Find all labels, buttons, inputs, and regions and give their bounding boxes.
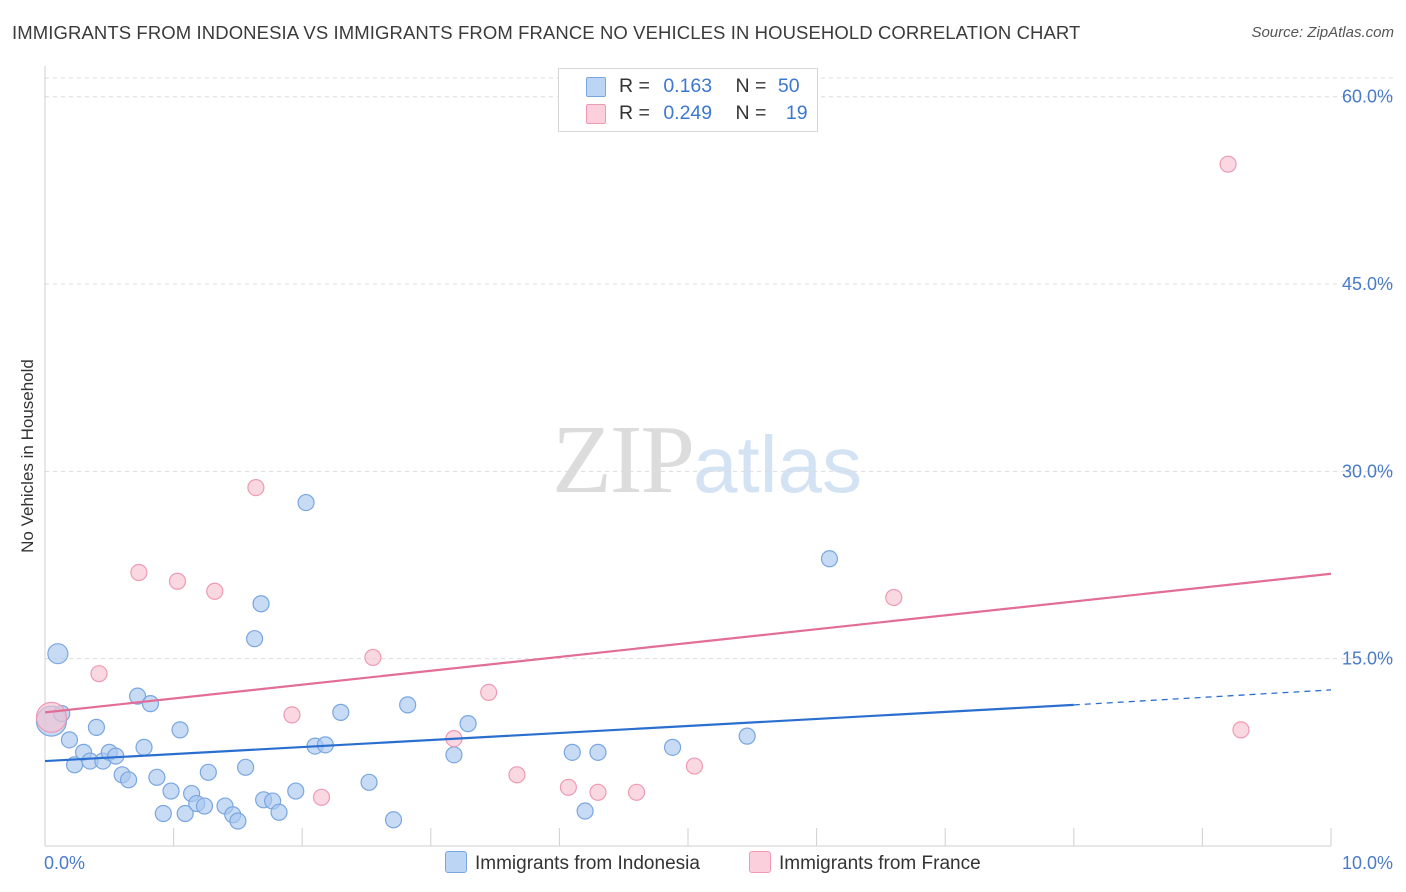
legend-row-indonesia: R = 0.163 N = 50: [619, 75, 800, 98]
indonesia-point: [297, 493, 315, 512]
france-point: [1219, 155, 1237, 173]
x-tick-label: 0.0%: [44, 853, 85, 873]
indonesia-point: [119, 771, 138, 789]
indonesia-point: [332, 703, 350, 721]
indonesia-trend-line: [44, 703, 1074, 763]
indonesia-point: [287, 782, 305, 800]
indonesia-point: [459, 715, 477, 733]
indonesia-point: [252, 595, 270, 613]
indonesia-point: [270, 803, 288, 821]
france-point: [1232, 721, 1250, 739]
series-legend-france: Immigrants from France: [749, 851, 981, 875]
france-point: [685, 757, 704, 775]
legend-r-label: R =: [619, 75, 650, 97]
indonesia-point: [384, 811, 403, 829]
legend-swatch-indonesia: [586, 77, 606, 97]
france-point: [130, 563, 148, 582]
indonesia-point: [141, 695, 160, 713]
watermark-zip: ZIP: [552, 406, 695, 514]
indonesia-point: [199, 763, 217, 781]
series-swatch-france: [749, 851, 771, 873]
legend-r-value: 0.249: [663, 102, 713, 124]
france-point: [247, 479, 265, 497]
y-tick-label: 30.0%: [1342, 461, 1393, 481]
y-tick-label: 60.0%: [1342, 87, 1393, 107]
france-point: [480, 683, 498, 702]
indonesia-point: [60, 731, 79, 749]
france-point: [283, 706, 301, 724]
france-point: [364, 648, 382, 667]
y-tick-label: 15.0%: [1342, 649, 1393, 669]
indonesia-point: [399, 696, 417, 714]
france-point: [627, 783, 646, 801]
indonesia-point: [162, 782, 180, 800]
correlation-legend: R = 0.163 N = 50 R = 0.249 N = 19: [558, 68, 818, 132]
watermark-atlas: atlas: [693, 420, 862, 509]
legend-r-value: 0.163: [663, 75, 713, 97]
france-point: [35, 701, 68, 733]
indonesia-point: [195, 797, 214, 815]
indonesia-point: [589, 743, 607, 761]
indonesia-point: [229, 812, 247, 830]
series-legend-indonesia: Immigrants from Indonesia: [445, 851, 700, 875]
indonesia-point: [360, 773, 378, 791]
france-point: [885, 588, 903, 607]
y-tick-label: 45.0%: [1342, 274, 1393, 294]
indonesia-trend-extension: [1073, 689, 1332, 706]
source-credit: Source: ZipAtlas.com: [1251, 24, 1394, 41]
france-point: [168, 572, 187, 590]
indonesia-point: [47, 643, 69, 665]
legend-n-value: 50: [777, 75, 800, 97]
indonesia-point: [445, 746, 463, 764]
chart-title: IMMIGRANTS FROM INDONESIA VS IMMIGRANTS …: [12, 22, 1081, 43]
series-label-france: Immigrants from France: [779, 853, 981, 874]
indonesia-point: [171, 721, 189, 739]
legend-swatch-france: [586, 104, 606, 124]
france-point: [312, 788, 331, 806]
legend-n-label: N =: [735, 75, 767, 97]
indonesia-point: [154, 804, 172, 823]
series-label-indonesia: Immigrants from Indonesia: [475, 853, 700, 874]
watermark: ZIPatlas: [552, 402, 862, 516]
france-point: [589, 783, 607, 801]
indonesia-point: [148, 768, 166, 786]
legend-row-france: R = 0.249 N = 19: [619, 102, 808, 125]
indonesia-point: [128, 687, 147, 705]
france-point: [508, 766, 526, 784]
legend-n-value: 19: [785, 102, 808, 124]
legend-r-label: R =: [619, 102, 650, 124]
france-point: [90, 665, 108, 683]
indonesia-point: [237, 758, 255, 776]
indonesia-point: [820, 550, 839, 568]
series-swatch-indonesia: [445, 851, 467, 873]
x-tick-label: 10.0%: [1342, 853, 1393, 873]
indonesia-point: [663, 738, 682, 756]
indonesia-point: [576, 802, 594, 820]
legend-n-label: N =: [735, 102, 767, 124]
indonesia-point: [563, 743, 581, 761]
france-trend-line: [44, 572, 1332, 714]
indonesia-point: [87, 718, 106, 736]
france-point: [559, 778, 578, 796]
indonesia-point: [738, 727, 756, 745]
france-point: [206, 582, 224, 600]
indonesia-point: [176, 804, 194, 823]
indonesia-point: [135, 738, 153, 756]
indonesia-point: [246, 630, 264, 648]
